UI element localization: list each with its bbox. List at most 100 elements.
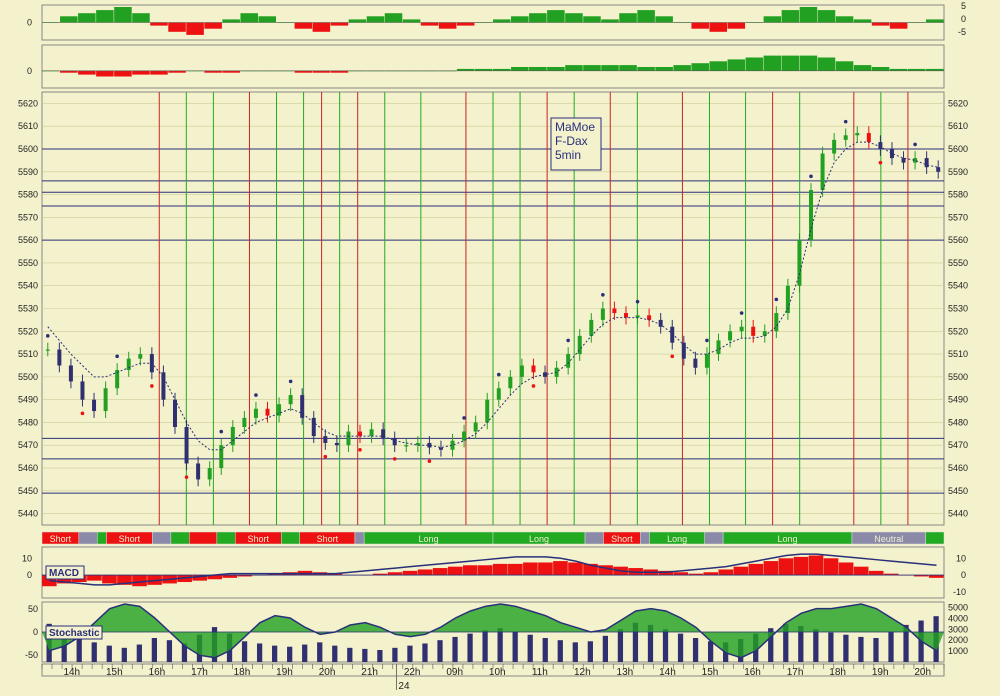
volume-bar xyxy=(256,643,263,662)
price-tick-right: 5480 xyxy=(948,417,968,427)
osc2-bar xyxy=(799,55,818,71)
macd-histogram-bar xyxy=(868,570,884,576)
price-candle xyxy=(566,354,571,368)
macd-histogram-bar xyxy=(493,563,508,576)
volume-bar xyxy=(181,643,188,662)
stochastic-tick-left: 0 xyxy=(33,627,38,637)
price-marker-dot xyxy=(358,447,362,452)
price-candle xyxy=(531,365,536,373)
price-candle xyxy=(323,436,328,443)
time-axis-label: 17h xyxy=(787,667,804,678)
price-candle xyxy=(519,365,524,377)
macd-histogram-bar xyxy=(583,563,598,576)
price-candle xyxy=(253,408,258,418)
signal-strip-segment xyxy=(96,531,107,545)
volume-bar xyxy=(76,638,82,662)
price-marker-dot xyxy=(254,393,258,397)
price-tick-left: 5450 xyxy=(18,486,38,496)
osc2-bar xyxy=(96,70,114,77)
signal-strip-segment xyxy=(216,531,236,545)
price-candle xyxy=(207,468,212,480)
signal-strip-segment xyxy=(152,531,172,545)
macd-histogram-bar xyxy=(432,568,448,576)
macd-histogram-bar xyxy=(477,565,493,576)
price-candle xyxy=(184,427,189,464)
macd-histogram-bar xyxy=(372,573,388,576)
signal-strip-segment xyxy=(925,531,945,545)
signal-strip-segment xyxy=(281,531,300,545)
osc1-bar xyxy=(78,13,96,23)
price-candle xyxy=(334,442,339,446)
price-candle xyxy=(889,148,894,159)
price-candle xyxy=(485,399,490,423)
price-candle xyxy=(450,440,455,450)
osc2-bar xyxy=(132,70,150,75)
time-axis-date-label: 24 xyxy=(398,681,410,691)
price-candle xyxy=(809,189,814,241)
price-candle xyxy=(265,408,270,416)
signal-strip-segment xyxy=(78,531,98,545)
macd-histogram-bar xyxy=(568,562,583,576)
osc1-bar xyxy=(366,16,385,23)
price-candle xyxy=(647,315,652,320)
osc1-bar xyxy=(781,10,800,23)
osc2-bar xyxy=(511,67,529,71)
osc2-bar xyxy=(727,59,746,71)
macd-histogram-bar xyxy=(117,575,132,585)
price-tick-left: 5520 xyxy=(18,326,38,336)
macd-histogram-bar xyxy=(387,572,403,576)
time-axis-label: 13h xyxy=(617,667,634,678)
volume-bar xyxy=(677,633,684,662)
volume-bar xyxy=(437,640,443,662)
annotation-text: F-Dax xyxy=(555,134,588,148)
price-candle xyxy=(670,326,675,343)
osc1-bar xyxy=(727,22,746,29)
price-candle xyxy=(196,463,201,480)
osc1-bar xyxy=(168,22,186,32)
osc2-bar xyxy=(583,65,601,71)
price-tick-left: 5500 xyxy=(18,372,38,382)
time-axis-label: 20h xyxy=(319,667,336,678)
osc1-bar xyxy=(529,13,547,23)
price-tick-right: 5610 xyxy=(948,121,968,131)
volume-bar xyxy=(783,623,789,662)
price-candle xyxy=(577,335,582,355)
price-candle xyxy=(219,445,224,469)
volume-bar xyxy=(587,641,593,662)
osc1-bar xyxy=(258,16,277,23)
macd-histogram-bar xyxy=(42,575,57,587)
macd-histogram-bar xyxy=(508,563,523,576)
volume-bar xyxy=(557,640,563,662)
price-tick-right: 5620 xyxy=(948,98,968,108)
price-marker-dot xyxy=(219,429,224,434)
price-candle xyxy=(80,381,85,400)
osc1-bar xyxy=(889,22,908,29)
volume-bar xyxy=(272,645,278,662)
osc2-bar xyxy=(330,70,349,73)
price-candle xyxy=(311,417,316,437)
osc2-bar xyxy=(745,57,764,71)
osc2-bar xyxy=(114,70,132,77)
signal-strip-label: Neutral xyxy=(874,534,903,544)
volume-bar xyxy=(768,628,774,662)
volume-bar xyxy=(151,638,158,662)
price-candle xyxy=(589,319,594,336)
price-tick-right: 5600 xyxy=(948,144,968,154)
volume-tick-right: 5000 xyxy=(948,602,968,612)
price-marker-dot xyxy=(774,297,779,302)
macd-histogram-bar xyxy=(192,575,207,581)
price-candle xyxy=(45,349,50,351)
price-tick-left: 5590 xyxy=(18,167,38,177)
price-tick-right: 5550 xyxy=(948,258,968,268)
volume-bar xyxy=(482,630,488,662)
volume-bar xyxy=(347,647,353,662)
volume-bar xyxy=(858,636,864,662)
volume-bar xyxy=(888,631,894,662)
price-candle xyxy=(57,349,62,366)
signal-strip-label: Long xyxy=(667,534,687,544)
price-marker-dot xyxy=(150,384,154,388)
price-candle xyxy=(404,445,409,447)
price-marker-dot xyxy=(705,338,709,343)
price-candle xyxy=(415,442,420,446)
